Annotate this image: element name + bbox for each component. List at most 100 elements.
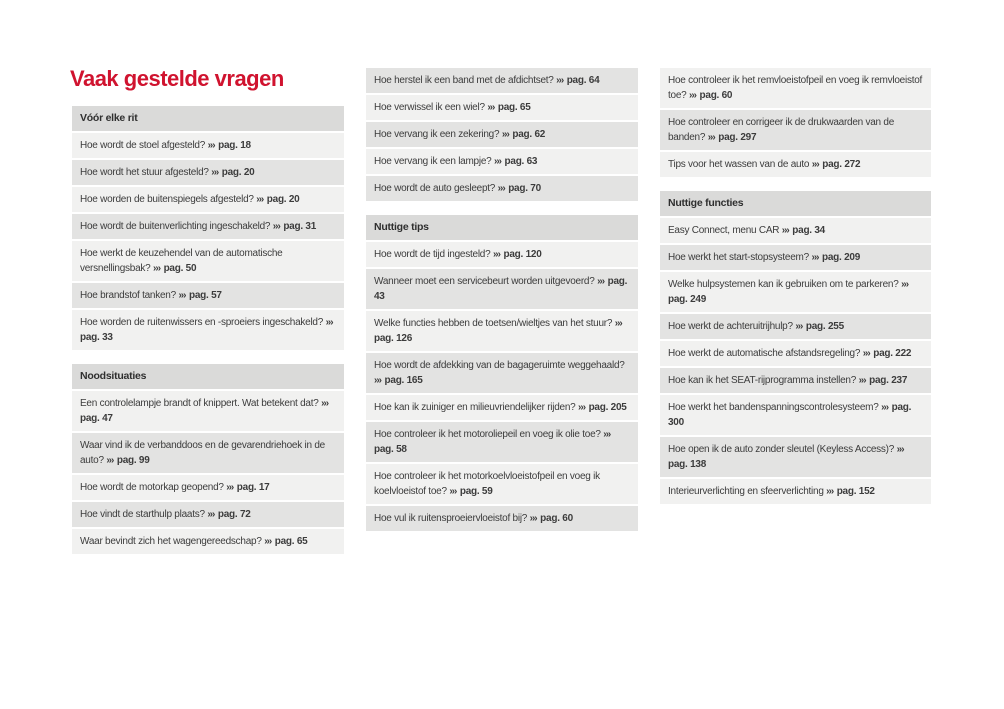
- faq-item[interactable]: Hoe controleer ik het remvloeistofpeil e…: [660, 68, 931, 108]
- faq-item[interactable]: Hoe open ik de auto zonder sleutel (Keyl…: [660, 437, 931, 477]
- faq-item[interactable]: Welke hulpsystemen kan ik gebruiken om t…: [660, 272, 931, 312]
- faq-item[interactable]: Hoe brandstof tanken? ››› pag. 57: [72, 283, 344, 308]
- question-text: Een controlelampje brandt of knippert. W…: [80, 398, 319, 409]
- page-reference: ››› pag. 62: [502, 129, 545, 140]
- question-text: Hoe controleer ik het remvloeistofpeil e…: [668, 75, 923, 101]
- faq-list: Hoe herstel ik een band met de afdichtse…: [366, 68, 638, 531]
- faq-item[interactable]: Hoe werkt het start-stopsysteem? ››› pag…: [660, 245, 931, 270]
- faq-item[interactable]: Hoe wordt het stuur afgesteld? ››› pag. …: [72, 160, 344, 185]
- faq-item[interactable]: Hoe wordt de stoel afgesteld? ››› pag. 1…: [72, 133, 344, 158]
- faq-item[interactable]: Hoe controleer ik het motoroliepeil en v…: [366, 422, 638, 462]
- page-reference: ››› pag. 57: [178, 290, 221, 301]
- faq-item[interactable]: Hoe werkt de achteruitrijhulp? ››› pag. …: [660, 314, 931, 339]
- question-text: Hoe vervang ik een lampje?: [374, 156, 492, 167]
- question-text: Hoe worden de buitenspiegels afgesteld?: [80, 194, 254, 205]
- page-reference: ››› pag. 99: [106, 455, 149, 466]
- faq-item[interactable]: Hoe werkt het bandenspanningscontrolesys…: [660, 395, 931, 435]
- question-text: Hoe vervang ik een zekering?: [374, 129, 500, 140]
- question-text: Hoe open ik de auto zonder sleutel (Keyl…: [668, 444, 895, 455]
- faq-item[interactable]: Hoe werkt de keuzehendel van de automati…: [72, 241, 344, 281]
- page-number: pag. 237: [869, 375, 908, 386]
- faq-item[interactable]: Hoe controleer en corrigeer ik de drukwa…: [660, 110, 931, 150]
- ref-arrow-icon: ›››: [256, 194, 264, 205]
- ref-arrow-icon: ›››: [494, 156, 502, 167]
- faq-list: Vóór elke rit Hoe wordt de stoel afgestel…: [72, 106, 344, 554]
- question-text: Hoe wordt de afdekking van de bagageruim…: [374, 360, 625, 371]
- page-reference: ››› pag. 43: [374, 276, 627, 302]
- page-number: pag. 33: [80, 332, 113, 343]
- faq-item[interactable]: Hoe kan ik zuiniger en milieuvriendelijk…: [366, 395, 638, 420]
- page-title: Vaak gestelde vragen: [70, 66, 284, 91]
- faq-item[interactable]: Interieurverlichting en sfeerverlichting…: [660, 479, 931, 504]
- page-reference: ››› pag. 165: [374, 375, 423, 386]
- page-reference: ››› pag. 50: [153, 263, 196, 274]
- question-text: Hoe kan ik het SEAT-rijprogramma instell…: [668, 375, 857, 386]
- page-reference: ››› pag. 300: [668, 402, 911, 428]
- ref-arrow-icon: ›››: [597, 276, 605, 287]
- ref-arrow-icon: ›››: [497, 183, 506, 194]
- page-reference: ››› pag. 64: [556, 75, 599, 86]
- faq-item[interactable]: Wanneer moet een servicebeurt worden uit…: [366, 269, 638, 309]
- question-text: Hoe controleer en corrigeer ik de drukwa…: [668, 117, 895, 143]
- page-number: pag. 222: [873, 348, 912, 359]
- ref-arrow-icon: ›››: [689, 90, 697, 101]
- faq-item[interactable]: Hoe kan ik het SEAT-rijprogramma instell…: [660, 368, 931, 393]
- faq-item[interactable]: Hoe wordt de auto gesleept? ››› pag. 70: [366, 176, 638, 201]
- page-number: pag. 249: [668, 294, 707, 305]
- faq-item[interactable]: Hoe werkt de automatische afstandsregeli…: [660, 341, 931, 366]
- question-text: Hoe vul ik ruitensproeiervloeistof bij?: [374, 513, 528, 524]
- page-reference: ››› pag. 72: [207, 509, 250, 520]
- page-number: pag. 300: [668, 402, 912, 428]
- page-number: pag. 120: [503, 249, 542, 260]
- faq-item[interactable]: Hoe wordt de buitenverlichting ingeschak…: [72, 214, 344, 239]
- faq-item[interactable]: Hoe vindt de starthulp plaats? ››› pag. …: [72, 502, 344, 527]
- page-reference: ››› pag. 126: [374, 318, 623, 344]
- page-number: pag. 60: [540, 513, 573, 524]
- faq-item[interactable]: Hoe herstel ik een band met de afdichtse…: [366, 68, 638, 93]
- question-text: Hoe controleer ik het motorkoelvloeistof…: [374, 471, 600, 497]
- faq-column-3: Hoe controleer ik het remvloeistofpeil e…: [660, 68, 931, 504]
- faq-item[interactable]: Waar bevindt zich het wagengereedschap? …: [72, 529, 344, 554]
- page-number: pag. 297: [718, 132, 757, 143]
- ref-arrow-icon: ›››: [707, 132, 716, 143]
- question-text: Welke hulpsystemen kan ik gebruiken om t…: [668, 279, 899, 290]
- page-number: pag. 43: [374, 276, 628, 302]
- ref-arrow-icon: ›››: [487, 102, 495, 113]
- page-reference: ››› pag. 70: [498, 183, 541, 194]
- faq-column-2: Hoe herstel ik een band met de afdichtse…: [366, 68, 638, 531]
- faq-item[interactable]: Hoe vul ik ruitensproeiervloeistof bij? …: [366, 506, 638, 531]
- faq-item[interactable]: Hoe wordt de tijd ingesteld? ››› pag. 12…: [366, 242, 638, 267]
- page-number: pag. 165: [384, 375, 423, 386]
- ref-arrow-icon: ›››: [226, 482, 234, 493]
- faq-item[interactable]: Hoe vervang ik een zekering? ››› pag. 62: [366, 122, 638, 147]
- page-reference: ››› pag. 60: [689, 90, 732, 101]
- faq-item[interactable]: Hoe verwissel ik een wiel? ››› pag. 65: [366, 95, 638, 120]
- faq-item[interactable]: Hoe wordt de afdekking van de bagageruim…: [366, 353, 638, 393]
- faq-item[interactable]: Easy Connect, menu CAR ››› pag. 34: [660, 218, 931, 243]
- faq-item[interactable]: Hoe controleer ik het motorkoelvloeistof…: [366, 464, 638, 504]
- page-reference: ››› pag. 249: [668, 279, 909, 305]
- faq-item[interactable]: Hoe vervang ik een lampje? ››› pag. 63: [366, 149, 638, 174]
- ref-arrow-icon: ›››: [862, 348, 871, 359]
- ref-arrow-icon: ›››: [153, 263, 161, 274]
- question-text: Waar vind ik de verbanddoos en de gevare…: [80, 440, 325, 466]
- faq-item[interactable]: Hoe worden de ruitenwissers en -sproeier…: [72, 310, 344, 350]
- faq-item[interactable]: Waar vind ik de verbanddoos en de gevare…: [72, 433, 344, 473]
- section-header: Nuttige tips: [366, 215, 638, 240]
- faq-item[interactable]: Hoe wordt de motorkap geopend? ››› pag. …: [72, 475, 344, 500]
- faq-column-1: Vaak gestelde vragen Vóór elke rit Hoe wo…: [70, 66, 344, 554]
- faq-item[interactable]: Hoe worden de buitenspiegels afgesteld? …: [72, 187, 344, 212]
- page-reference: ››› pag. 20: [256, 194, 299, 205]
- page-reference: ››› pag. 20: [211, 167, 254, 178]
- section-header: Vóór elke rit: [72, 106, 344, 131]
- question-text: Welke functies hebben de toetsen/wieltje…: [374, 318, 613, 329]
- page-number: pag. 17: [236, 482, 270, 493]
- faq-item[interactable]: Een controlelampje brandt of knippert. W…: [72, 391, 344, 431]
- faq-item[interactable]: Tips voor het wassen van de auto ››› pag…: [660, 152, 931, 177]
- faq-item[interactable]: Welke functies hebben de toetsen/wieltje…: [366, 311, 638, 351]
- question-text: Hoe kan ik zuiniger en milieuvriendelijk…: [374, 402, 576, 413]
- page-reference: ››› pag. 205: [578, 402, 627, 413]
- section-header: Nuttige functies: [660, 191, 931, 216]
- page-reference: ››› pag. 138: [668, 444, 905, 470]
- page-number: pag. 58: [374, 444, 407, 455]
